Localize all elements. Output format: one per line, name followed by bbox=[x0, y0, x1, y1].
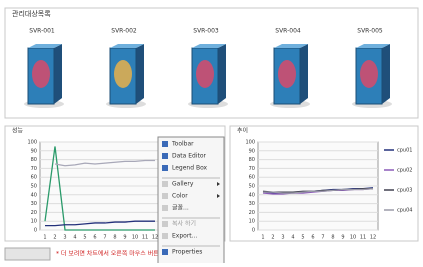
x-tick-label: 9 bbox=[341, 235, 344, 241]
server-label: SVR-004 bbox=[275, 28, 301, 35]
x-tick-label: 7 bbox=[103, 235, 106, 241]
panel-title: 관리대상목록 bbox=[12, 9, 51, 18]
screen: 관리대상목록 SVR-001 SVR-002 SVR-003 SVR-004 SVR-0… bbox=[0, 0, 423, 263]
menu-label: Toolbar bbox=[171, 141, 194, 148]
legend-label: cpu01 bbox=[397, 148, 412, 154]
x-tick-label: 5 bbox=[301, 235, 304, 241]
menu-item[interactable]: 글꼴... bbox=[162, 205, 189, 212]
y-tick-label: 0 bbox=[34, 228, 37, 234]
y-tick-label: 10 bbox=[31, 219, 37, 225]
menu-icon bbox=[162, 193, 168, 199]
menu-icon bbox=[162, 153, 168, 159]
x-tick-label: 1 bbox=[43, 235, 46, 241]
menu-icon bbox=[162, 205, 168, 211]
legend-label: cpu03 bbox=[397, 188, 412, 194]
x-tick-label: 9 bbox=[123, 235, 126, 241]
chart-title: 추이 bbox=[237, 127, 248, 135]
x-tick-label: 6 bbox=[93, 235, 96, 241]
x-tick-label: 11 bbox=[142, 235, 148, 241]
menu-icon bbox=[162, 233, 168, 239]
menu-icon bbox=[162, 141, 168, 147]
menu-item[interactable]: Toolbar bbox=[162, 141, 194, 148]
y-tick-label: 50 bbox=[249, 184, 255, 190]
x-tick-label: 10 bbox=[350, 235, 356, 241]
button[interactable] bbox=[5, 248, 50, 260]
x-tick-label: 6 bbox=[311, 235, 314, 241]
menu-icon bbox=[162, 181, 168, 187]
y-tick-label: 90 bbox=[249, 148, 255, 154]
y-tick-label: 10 bbox=[249, 219, 255, 225]
menu-icon bbox=[162, 221, 168, 227]
menu-label: Legend Box bbox=[172, 165, 208, 172]
server-glow bbox=[32, 60, 50, 88]
x-tick-label: 3 bbox=[63, 235, 66, 241]
y-tick-label: 40 bbox=[31, 192, 37, 198]
menu-label: 복사 하기 bbox=[172, 220, 196, 228]
menu-label: Properties bbox=[172, 249, 202, 256]
x-tick-label: 4 bbox=[291, 235, 294, 241]
server-glow bbox=[114, 60, 132, 88]
x-tick-label: 12 bbox=[152, 235, 158, 241]
x-tick-label: 5 bbox=[83, 235, 86, 241]
x-tick-label: 1 bbox=[261, 235, 264, 241]
server-glow bbox=[278, 60, 296, 88]
y-tick-label: 50 bbox=[31, 184, 37, 190]
menu-label: Data Editor bbox=[172, 153, 207, 160]
x-tick-label: 8 bbox=[113, 235, 116, 241]
y-tick-label: 80 bbox=[249, 157, 255, 163]
y-tick-label: 100 bbox=[27, 140, 37, 146]
menu-label: 글꼴... bbox=[172, 205, 189, 212]
menu-item[interactable]: Export... bbox=[162, 233, 197, 240]
y-tick-label: 60 bbox=[31, 175, 37, 181]
server-side bbox=[218, 44, 226, 104]
y-tick-label: 20 bbox=[31, 210, 37, 216]
x-tick-label: 11 bbox=[360, 235, 366, 241]
x-tick-label: 12 bbox=[370, 235, 376, 241]
menu-label: Color bbox=[172, 193, 188, 200]
legend-label: cpu04 bbox=[397, 208, 412, 214]
x-tick-label: 4 bbox=[73, 235, 76, 241]
server-label: SVR-002 bbox=[111, 28, 137, 35]
x-tick-label: 7 bbox=[321, 235, 324, 241]
menu-label: Gallery bbox=[172, 181, 194, 188]
server-label: SVR-003 bbox=[193, 28, 219, 35]
legend-label: cpu02 bbox=[397, 168, 412, 174]
server-label: SVR-005 bbox=[357, 28, 383, 35]
y-tick-label: 0 bbox=[252, 228, 255, 234]
server-glow bbox=[196, 60, 214, 88]
x-tick-label: 10 bbox=[132, 235, 138, 241]
y-tick-label: 60 bbox=[249, 175, 255, 181]
y-tick-label: 30 bbox=[249, 201, 255, 207]
server-side bbox=[136, 44, 144, 104]
y-tick-label: 90 bbox=[31, 148, 37, 154]
server-side bbox=[300, 44, 308, 104]
chart-title: 성능 bbox=[12, 127, 24, 135]
y-tick-label: 70 bbox=[31, 166, 37, 172]
y-tick-label: 80 bbox=[31, 157, 37, 163]
x-tick-label: 2 bbox=[271, 235, 274, 241]
y-tick-label: 20 bbox=[249, 210, 255, 216]
x-tick-label: 3 bbox=[281, 235, 284, 241]
x-tick-label: 2 bbox=[53, 235, 56, 241]
server-side bbox=[54, 44, 62, 104]
server-label: SVR-001 bbox=[29, 28, 55, 35]
menu-label: Export... bbox=[172, 233, 197, 240]
server-side bbox=[382, 44, 390, 104]
server-glow bbox=[360, 60, 378, 88]
y-tick-label: 100 bbox=[245, 140, 255, 146]
menu-icon bbox=[162, 249, 168, 255]
menu-icon bbox=[162, 165, 168, 171]
y-tick-label: 40 bbox=[249, 192, 255, 198]
x-tick-label: 8 bbox=[331, 235, 334, 241]
y-tick-label: 30 bbox=[31, 201, 37, 207]
y-tick-label: 70 bbox=[249, 166, 255, 172]
